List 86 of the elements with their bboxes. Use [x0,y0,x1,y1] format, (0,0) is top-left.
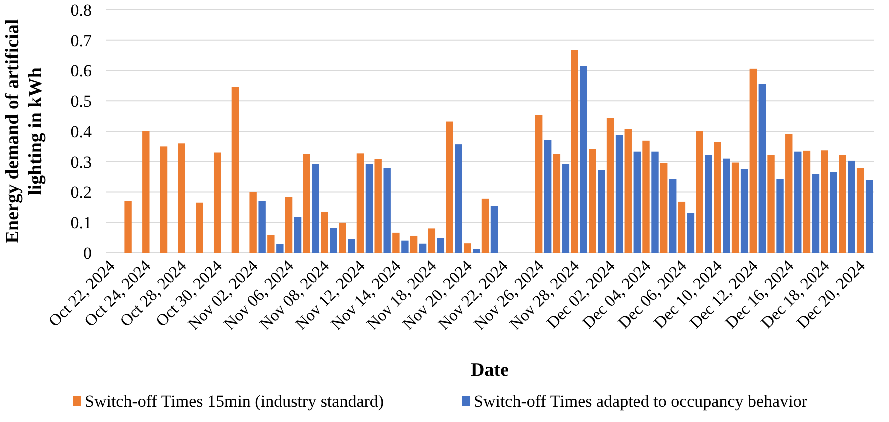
y-tick-label: 0.6 [70,62,92,81]
bar [160,146,168,253]
legend-label: Switch-off Times adapted to occupancy behavior [474,392,808,411]
bar [482,198,490,253]
bar [544,140,552,253]
bar [830,172,838,253]
bar [848,160,856,253]
bar [732,162,740,253]
bar [803,150,811,253]
bar [276,244,284,253]
bar [402,240,409,253]
bar [571,50,578,253]
bar [142,132,150,253]
bar [866,180,874,253]
y-tick-label: 0.3 [70,152,92,172]
bar [812,174,820,253]
bar [437,238,445,253]
bar [740,169,748,253]
bar [410,236,418,253]
bar [392,232,400,253]
bar [419,244,427,253]
bar [250,192,257,253]
bar [758,84,766,253]
bar [473,249,480,253]
bar [366,164,374,253]
bar [374,159,382,253]
bar [232,87,240,253]
bar [660,163,668,253]
bar [670,179,677,253]
bar [348,239,356,253]
bar [634,152,641,253]
bar [268,235,275,253]
legend-label: Switch-off Times 15min (industry standard) [85,392,384,411]
bar [705,155,712,253]
bar [606,118,614,253]
bar [303,154,310,253]
bar [839,155,846,253]
bar [580,66,588,253]
bar [696,131,704,253]
bar [258,201,266,253]
bar [714,142,722,253]
bar [490,206,498,253]
bar [464,244,472,253]
bar [312,164,320,253]
bar [330,228,338,253]
bar [768,155,775,253]
bar [178,144,186,253]
y-tick-label: 0.2 [70,183,92,202]
bar [196,202,204,253]
bar [339,222,346,253]
y-tick-label: 0.7 [70,31,92,50]
bar [598,170,606,253]
bar [294,217,302,253]
y-tick-label: 0.1 [70,214,92,233]
bar [321,212,328,253]
bar [856,168,864,253]
bar [750,68,758,253]
bar [455,144,462,253]
bar [678,202,686,253]
y-axis-title: Energy demand of artificial lighting in kWh [2,19,46,244]
y-tick-label: 0.8 [70,0,92,20]
bar [642,140,650,253]
bar [821,150,828,253]
bar [384,168,391,253]
bar [616,135,624,253]
bar [124,201,132,253]
bar [562,164,570,253]
bar [356,154,364,253]
bar [214,152,222,253]
bar [553,154,561,253]
bar [723,158,730,253]
bar [428,228,436,253]
bar [589,149,596,253]
y-tick-label: 0.5 [70,92,92,112]
bar [687,213,695,253]
bar [535,115,543,253]
bar [776,179,784,253]
bar [794,152,802,253]
bar [285,197,293,253]
bar [652,152,659,253]
bar [624,129,632,253]
y-tick-label: 0.4 [70,122,92,142]
x-axis-title: Date [471,360,509,381]
bar [786,134,793,253]
y-tick-label: 0 [84,244,92,263]
bar [446,122,454,253]
